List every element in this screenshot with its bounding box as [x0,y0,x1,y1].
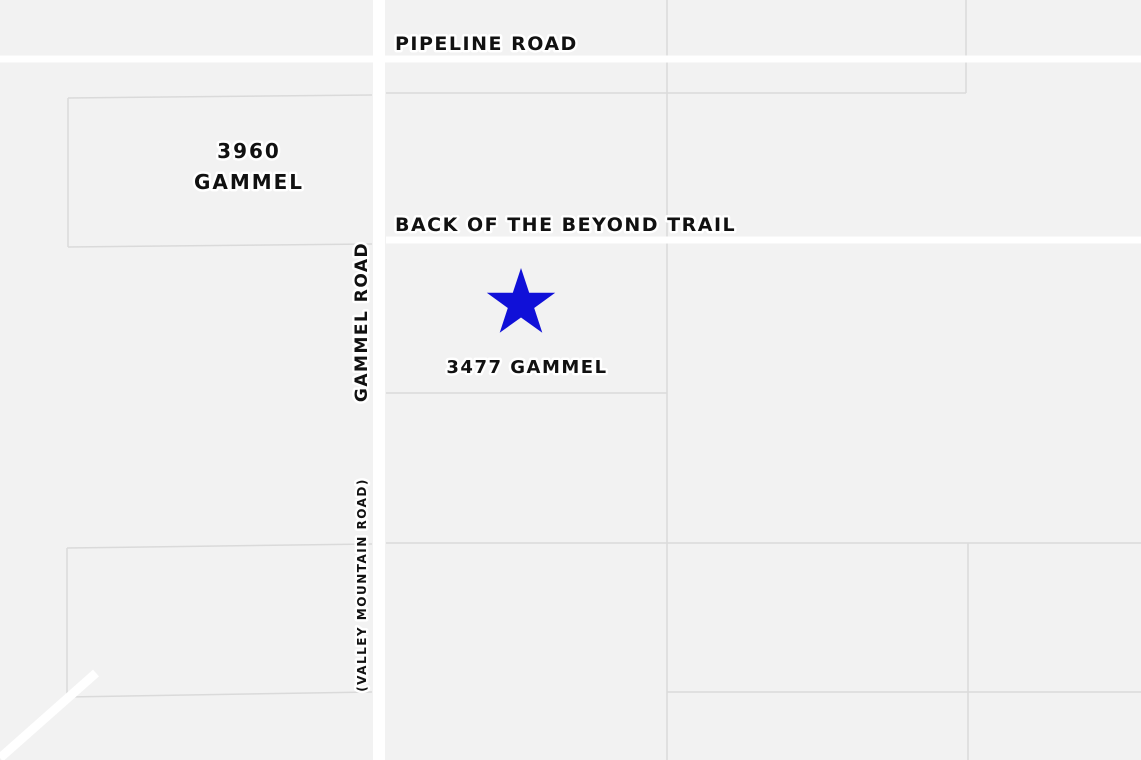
parcel-line [66,543,373,549]
parcel-3960-street-label: GAMMEL [194,170,304,194]
parcel-line [67,94,373,99]
diagonal-road-line [0,669,99,760]
parcel-line [66,691,373,698]
pipeline-road-label: PIPELINE ROAD [395,33,578,55]
valley-mountain-road-label: (VALLEY MOUNTAIN ROAD) [355,478,369,692]
back-of-the-beyond-trail-label: BACK OF THE BEYOND TRAIL [395,214,736,236]
parcel-line [67,243,373,248]
parcel-3477-label: 3477 GAMMEL [446,357,607,378]
parcel-boundaries [66,0,1141,760]
parcel-3960-number-label: 3960 [217,139,281,163]
gammel-road-label: GAMMEL ROAD [352,242,372,402]
star-icon [486,268,556,333]
